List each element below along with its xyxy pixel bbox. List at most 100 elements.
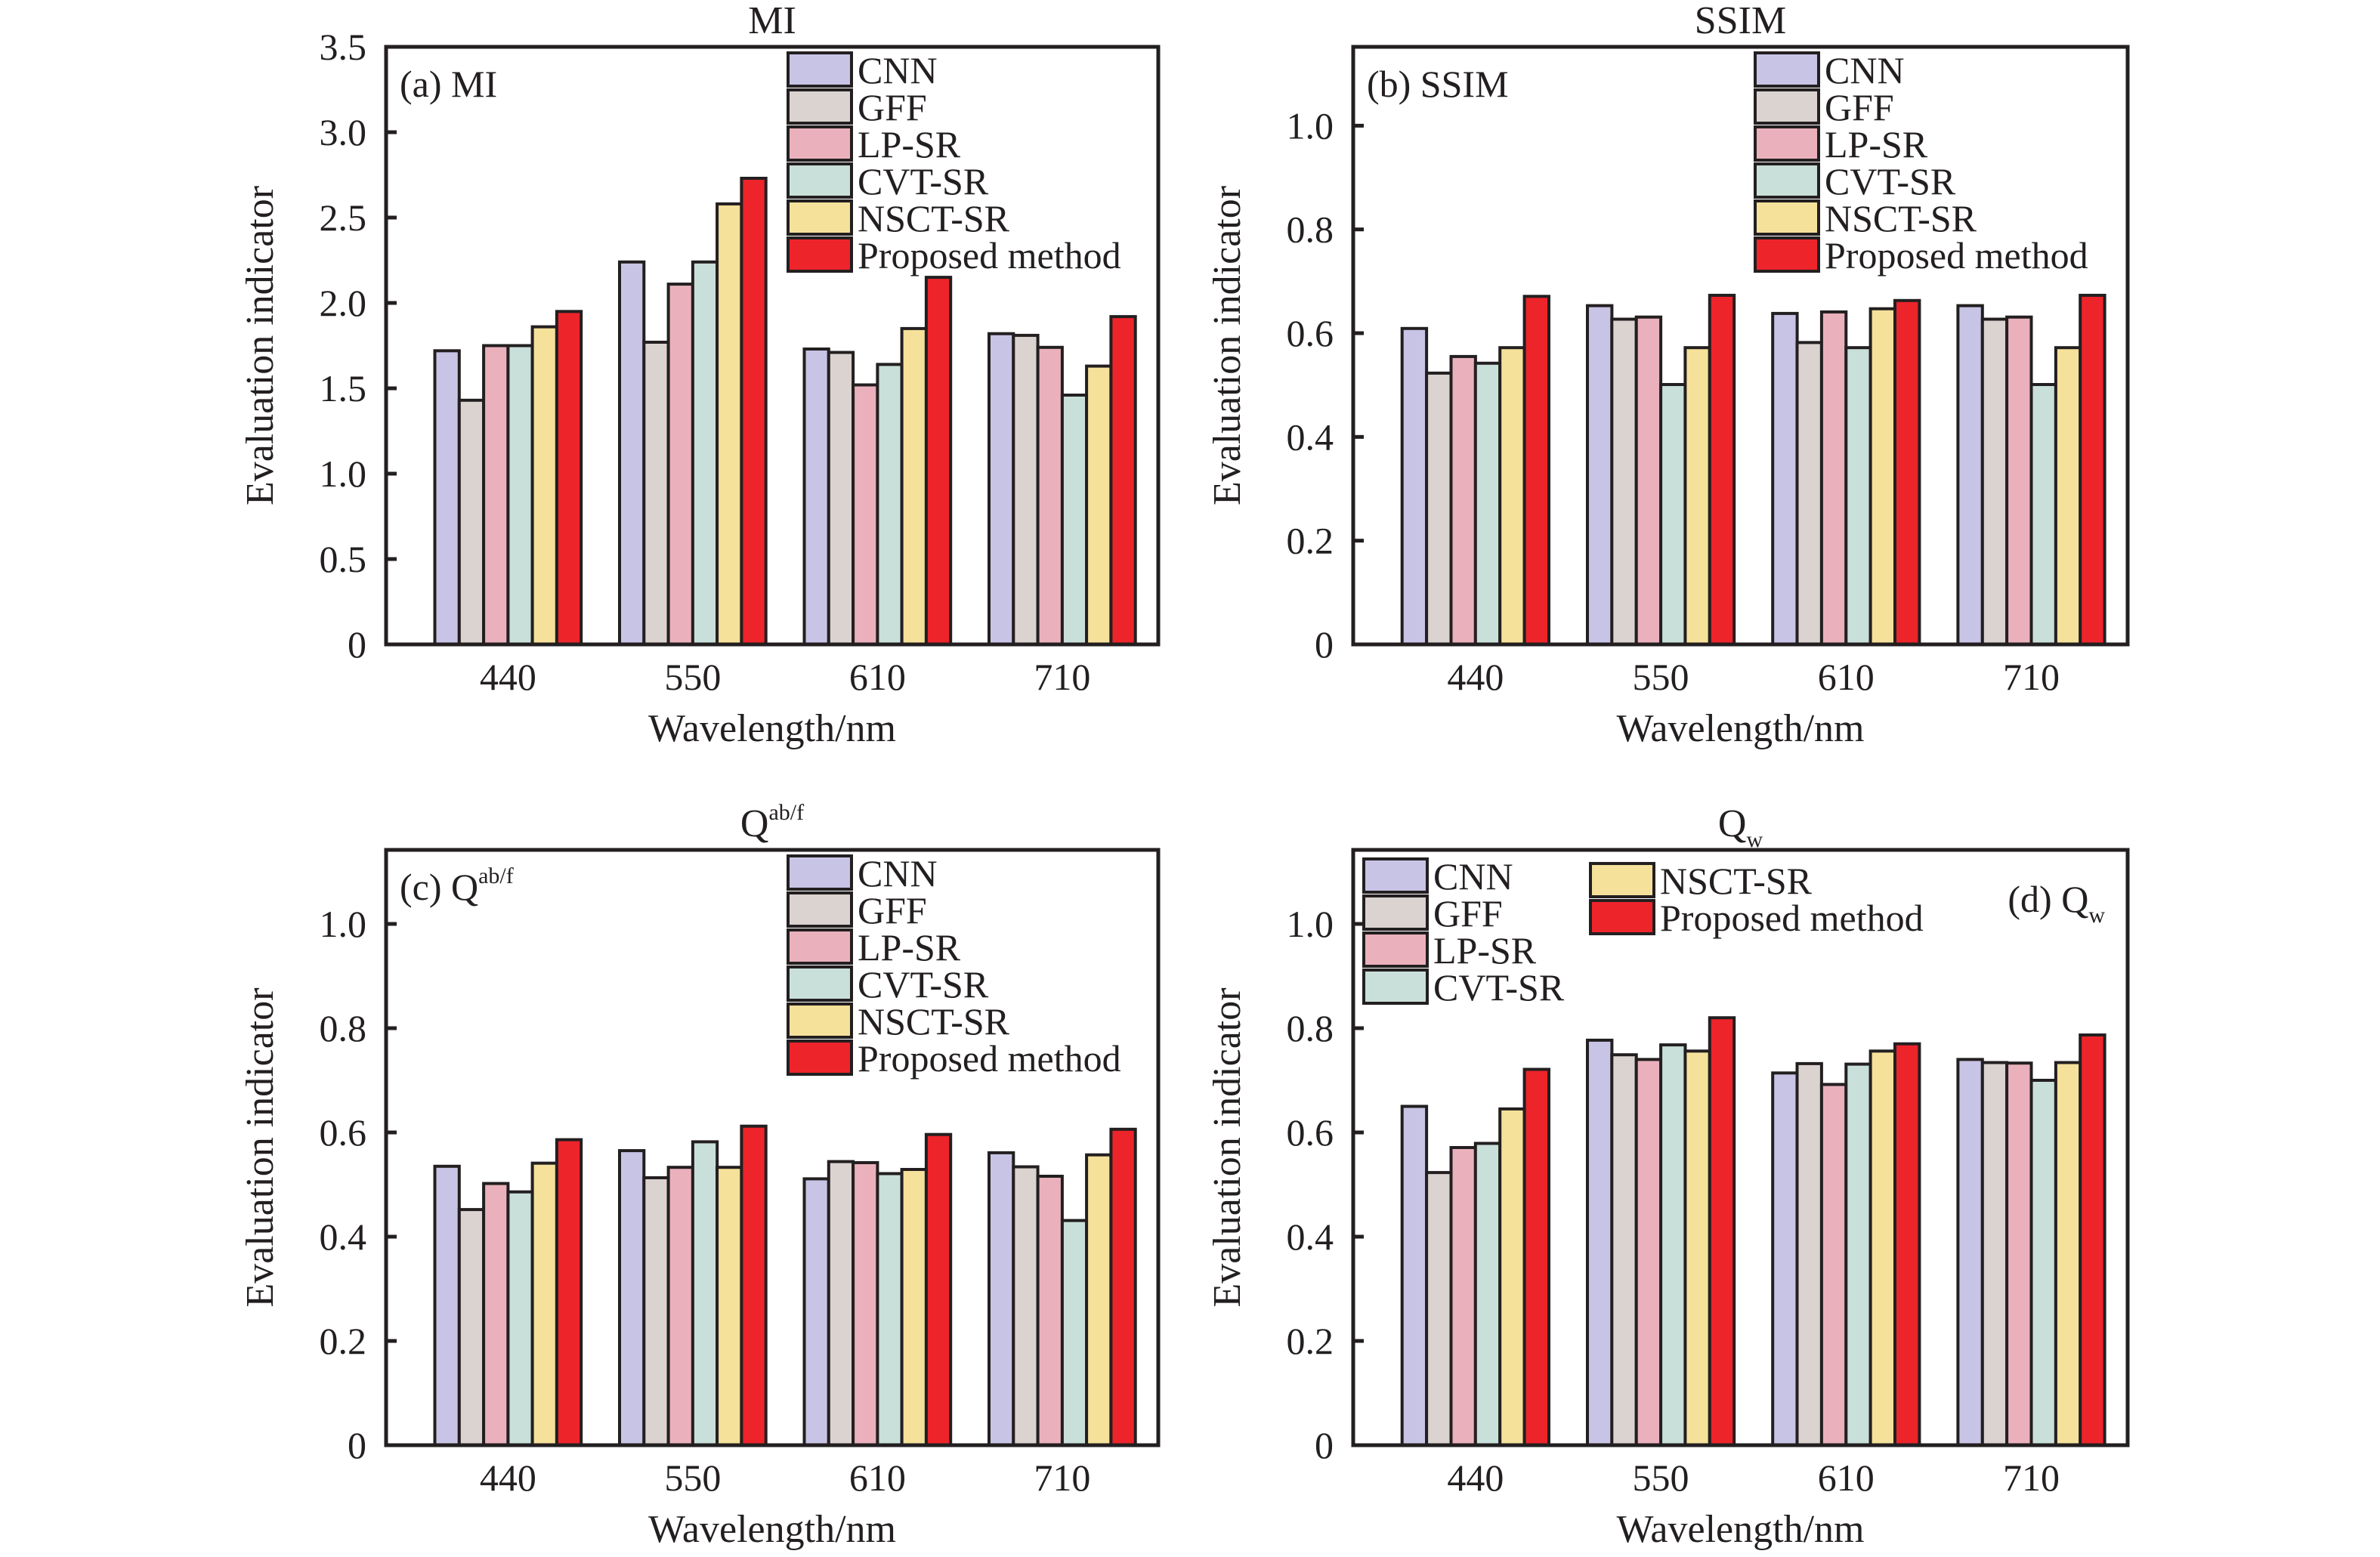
y-tick-label: 0.2 [320, 1320, 367, 1362]
bar-cvt-sr-550 [691, 1140, 719, 1447]
legend-swatch [787, 891, 853, 928]
chart-title-text: MI [748, 0, 796, 42]
legend-swatch [787, 1040, 853, 1076]
x-tick-label: 710 [1034, 1457, 1090, 1499]
legend-item: GFF [1754, 86, 1894, 128]
legend-item: LP-SR [787, 123, 961, 165]
bar-lp-sr-440 [482, 1182, 510, 1447]
y-axis-title: Evaluation indicator [239, 987, 282, 1307]
bar-gff-610 [1795, 1061, 1823, 1447]
chart-title-text: SSIM [1695, 0, 1786, 42]
legend-item: LP-SR [787, 926, 961, 968]
bar-cvt-sr-440 [1473, 361, 1502, 646]
legend-item: NSCT-SR [787, 197, 1010, 239]
x-axis-title: Wavelength/nm [1617, 1508, 1865, 1551]
bar-gff-440 [1425, 371, 1453, 646]
legend-swatch [1589, 899, 1655, 935]
x-tick-label: 710 [1034, 656, 1090, 698]
panel-label-text: (b) SSIM [1367, 63, 1509, 105]
legend-item: Proposed method [787, 1037, 1121, 1080]
bar-cnn-710 [1956, 1058, 1984, 1447]
plot-frame [1351, 848, 2130, 1447]
legend-label: NSCT-SR [858, 1000, 1010, 1043]
x-axis-title: Wavelength/nm [1617, 707, 1865, 750]
bar-nsct-sr-550 [1683, 346, 1711, 646]
bar-lp-sr-710 [1036, 345, 1064, 646]
x-tick-label: 440 [480, 656, 536, 698]
legend-swatch [1362, 931, 1429, 968]
bar-gff-710 [1980, 1061, 2009, 1447]
x-tick-label: 710 [2003, 656, 2060, 698]
legend-label: CNN [1825, 49, 1905, 91]
legend-swatch [787, 199, 853, 236]
x-tick-label: 610 [1818, 1457, 1875, 1499]
chart-panel-a: 440 550 610 710 0 0.5 1.0 1.5 2.0 2.5 3.0 3.5 Evalua… [239, 0, 1161, 750]
bar-lp-sr-550 [666, 283, 694, 646]
bar-nsct-sr-440 [1498, 1107, 1526, 1447]
legend-swatch [1754, 88, 1820, 125]
bar-proposed-method-440 [555, 1138, 583, 1447]
y-tick-label: 0.2 [1287, 1320, 1334, 1362]
legend-swatch [1754, 236, 1820, 273]
legend-swatch [1589, 862, 1655, 898]
bar-cnn-610 [1771, 311, 1799, 646]
legend-item: GFF [1362, 892, 1503, 935]
y-tick-label: 0.8 [1287, 209, 1334, 251]
bar-proposed-method-710 [1109, 1127, 1137, 1447]
bar-lp-sr-550 [1634, 315, 1663, 646]
bar-gff-440 [457, 398, 486, 646]
legend-label: LP-SR [858, 926, 961, 968]
legend-label: CNN [1433, 855, 1513, 897]
bar-lp-sr-610 [852, 383, 879, 646]
legend-label: GFF [1433, 892, 1503, 935]
y-tick-label: 1.0 [1287, 903, 1334, 945]
legend-label: GFF [858, 86, 927, 128]
legend-label: LP-SR [1433, 929, 1537, 972]
bar-gff-550 [1610, 1053, 1638, 1447]
panel-label: (a) MI [400, 63, 497, 105]
bar-gff-610 [1795, 341, 1823, 646]
legend-item: CVT-SR [787, 160, 989, 202]
legend-item: CNN [1362, 855, 1513, 897]
y-tick-label: 0.4 [1287, 416, 1334, 458]
legend-label: Proposed method [858, 234, 1121, 276]
bar-proposed-method-440 [1522, 1067, 1550, 1447]
legend-label: GFF [1825, 86, 1894, 128]
legend-swatch [1362, 968, 1429, 1005]
panel-label-text: (d) Q [2008, 878, 2088, 920]
chart-title: Qab/f [740, 800, 804, 845]
y-tick-label: 0.6 [1287, 1111, 1334, 1154]
bar-nsct-sr-610 [1868, 1049, 1897, 1447]
legend-label: Proposed method [1825, 234, 2088, 276]
x-tick-label: 610 [1818, 656, 1875, 698]
legend-label: CVT-SR [1825, 160, 1956, 202]
legend-swatch [787, 928, 853, 965]
y-tick-label: 0 [1315, 623, 1334, 666]
x-tick-label: 550 [664, 656, 721, 698]
bar-cvt-sr-710 [1060, 394, 1089, 646]
bar-gff-440 [457, 1208, 486, 1447]
bar-cnn-440 [1400, 326, 1429, 646]
bars-group [1400, 293, 2106, 646]
bar-cvt-sr-710 [1060, 1219, 1089, 1447]
bar-gff-550 [642, 1176, 670, 1447]
plot-frame [384, 848, 1161, 1447]
y-tick-label: 0.2 [1287, 520, 1334, 562]
legend-item: Proposed method [1754, 234, 2088, 276]
bar-cvt-sr-550 [1659, 383, 1687, 646]
legend-item: NSCT-SR [1754, 197, 1977, 239]
bar-nsct-sr-550 [716, 1166, 743, 1447]
legend-item: CNN [787, 852, 938, 894]
y-tick-label: 2.5 [320, 196, 367, 239]
chart-panel-c: 440 550 610 710 0 0.2 0.4 0.6 0.8 1.0 Evaluation i… [239, 800, 1161, 1551]
legend-swatch [1754, 162, 1820, 199]
bar-cnn-440 [1400, 1104, 1429, 1447]
bar-lp-sr-440 [1449, 1146, 1477, 1447]
y-tick-label: 3.5 [320, 26, 367, 68]
y-tick-label: 0.6 [1287, 312, 1334, 354]
bar-cvt-sr-610 [1844, 346, 1872, 646]
legend-swatch [1754, 125, 1820, 162]
bar-proposed-method-710 [2079, 293, 2106, 646]
bar-cvt-sr-710 [2029, 1079, 2057, 1447]
